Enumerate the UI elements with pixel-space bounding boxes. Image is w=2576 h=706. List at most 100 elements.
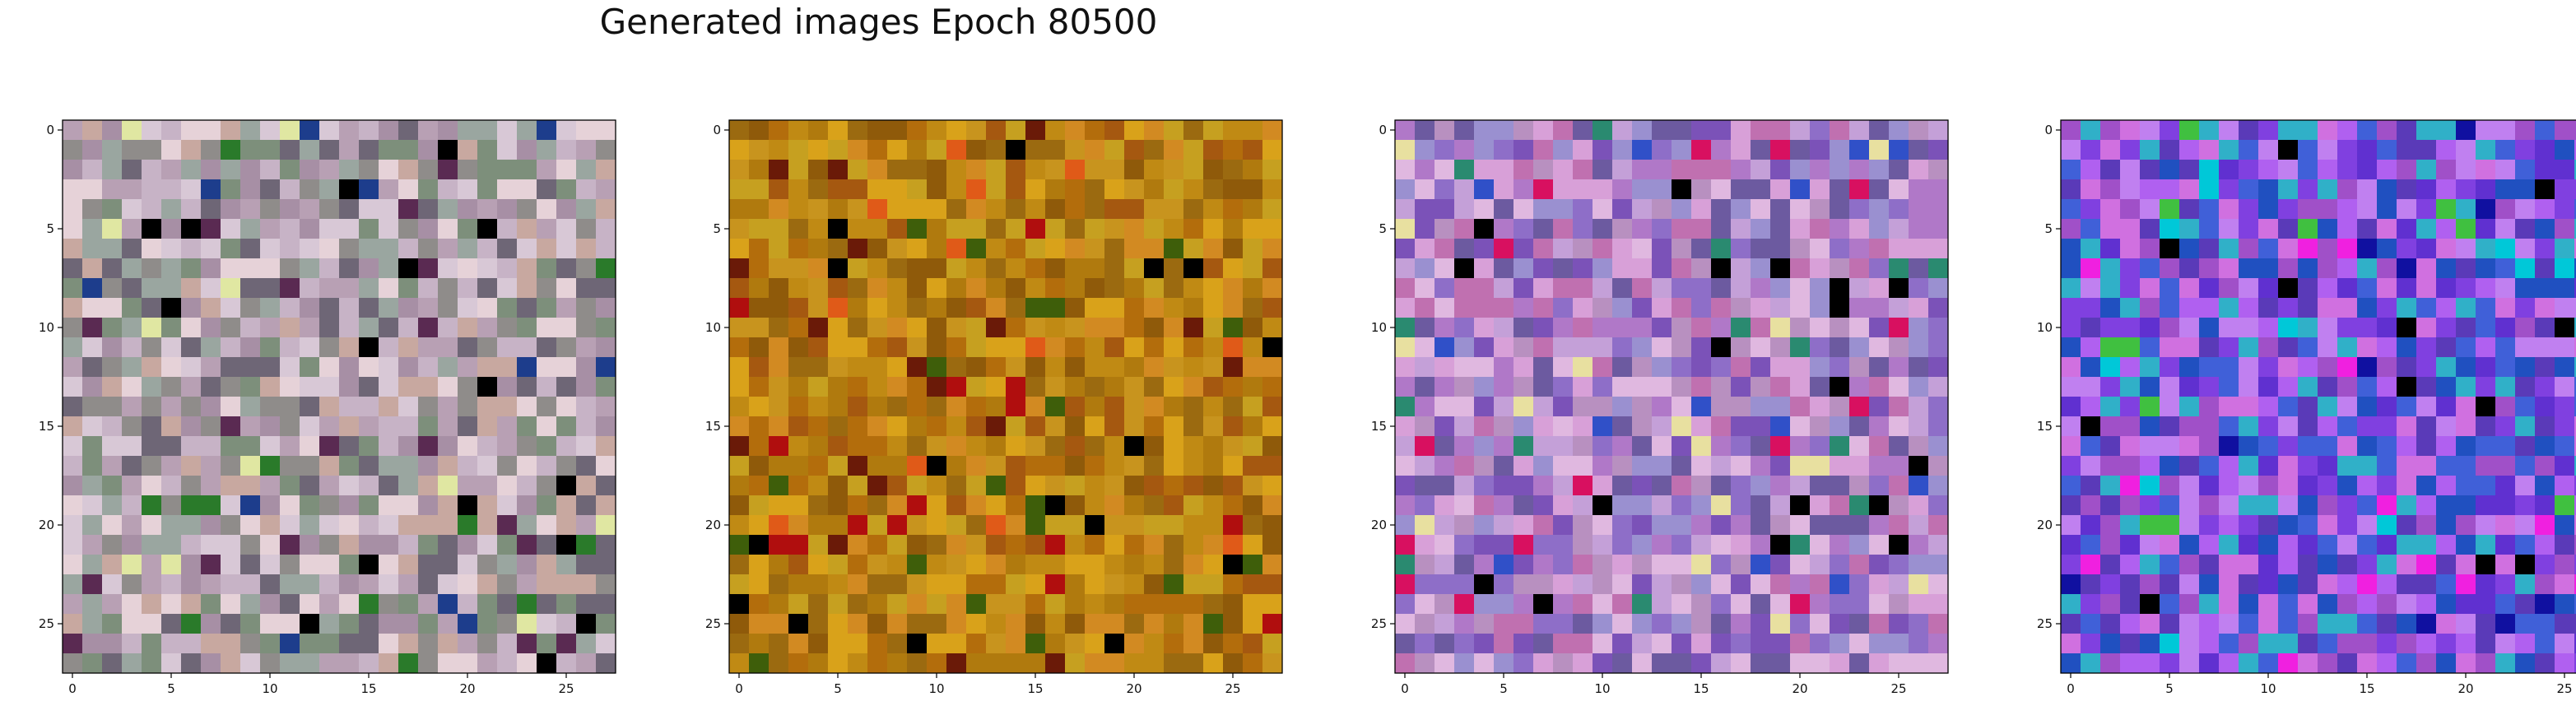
pixel [438,456,458,476]
pixel [102,594,123,615]
pixel [497,278,518,299]
pixel [1553,416,1574,437]
pixel [986,160,1007,180]
pixel [2298,495,2318,516]
pixel [2081,653,2101,674]
pixel [2120,653,2141,674]
pixel [2574,239,2576,259]
pixel [1065,357,1086,378]
pixel [1454,160,1475,180]
pixel [359,456,379,476]
pixel [1593,574,1613,595]
y-tick-label: 15 [39,419,54,434]
pixel [1164,456,1184,476]
pixel [1085,377,1105,397]
x-tick-label: 0 [735,681,743,696]
pixel [1474,140,1495,160]
pixel [576,258,597,279]
pixel [2239,397,2259,417]
pixel [1006,653,1026,674]
pixel [1124,199,1145,220]
pixel [300,298,320,318]
pixel [769,239,789,259]
pixel [1830,634,1850,654]
pixel [82,357,103,378]
pixel [2476,515,2496,536]
pixel [240,179,261,200]
pixel [966,258,987,279]
pixel [2397,416,2417,437]
pixel [848,614,868,634]
pixel [2278,160,2299,180]
pixel [1124,239,1145,259]
pixel [2515,278,2536,299]
pixel [1415,456,1435,476]
pixel [418,495,439,516]
pixel [2160,535,2180,555]
pixel [1474,456,1495,476]
pixel [2258,199,2279,220]
pixel [1494,476,1514,496]
pixel [1711,377,1732,397]
pixel [769,337,789,358]
pixel [2219,456,2239,476]
pixel [1889,515,1909,536]
pixel [1632,357,1653,378]
pixel [1731,397,1751,417]
pixel [986,258,1007,279]
pixel [1632,495,1653,516]
pixel [2258,555,2279,575]
pixel [1869,120,1890,141]
pixel [1533,199,1554,220]
pixel [181,476,202,496]
pixel [1553,298,1574,318]
pixel [1124,515,1145,536]
pixel [1085,535,1105,555]
pixel [1770,318,1791,338]
pixel [769,120,789,141]
pixel [769,416,789,437]
pixel [1830,436,1850,457]
pixel [1632,515,1653,536]
pixel [1672,574,1692,595]
pixel [1434,219,1455,239]
pixel [2456,337,2476,358]
pixel [1909,357,1929,378]
pixel [1415,416,1435,437]
pixel [596,199,616,220]
pixel [986,377,1007,397]
pixel [1006,416,1026,437]
pixel [537,239,557,259]
pixel [1593,318,1613,338]
pixel [1790,495,1811,516]
pixel [2179,298,2200,318]
pixel [240,515,261,536]
pixel [339,337,360,358]
pixel [946,653,967,674]
y-tick-label: 15 [1371,419,1387,434]
pixel [946,456,967,476]
pixel [1494,436,1514,457]
pixel [1928,397,1949,417]
pixel [102,456,123,476]
pixel [907,337,928,358]
pixel [2061,634,2081,654]
pixel [1006,574,1026,595]
pixel [1474,179,1495,200]
pixel [201,555,221,575]
pixel [1223,140,1244,160]
pixel [1770,258,1791,279]
pixel [1223,456,1244,476]
pixel [1085,219,1105,239]
pixel [82,278,103,299]
pixel [1045,377,1066,397]
pixel [537,258,557,279]
pixel [1065,476,1086,496]
pixel [788,515,809,536]
y-tick-label: 15 [705,419,721,434]
pixel [1494,574,1514,595]
pixel [122,219,142,239]
pixel [2436,278,2457,299]
pixel [828,258,849,279]
pixel [2219,416,2239,437]
